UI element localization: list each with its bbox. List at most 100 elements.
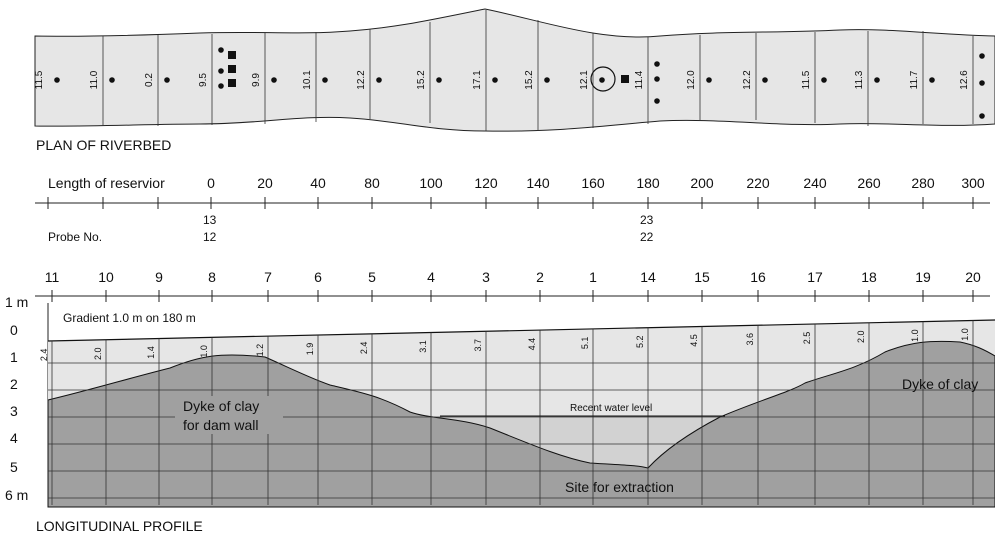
plan-depth-label: 11.4 <box>634 70 645 89</box>
probe-dot <box>654 76 660 82</box>
profile-depth-value: 2.4 <box>359 342 369 355</box>
probe-square-marker <box>228 79 236 87</box>
probe-dot <box>706 77 712 83</box>
plan-depth-label: 12.2 <box>356 70 367 90</box>
profile-depth-value: 1.0 <box>199 345 209 358</box>
length-tick-label: 200 <box>690 175 714 191</box>
station-number: 5 <box>368 269 376 285</box>
probe-dot <box>979 53 985 59</box>
length-axis-label: Length of reservior <box>48 175 165 191</box>
probe-dot <box>654 61 660 67</box>
length-tick-label: 180 <box>636 175 660 191</box>
depth-axis-label: 3 <box>10 403 18 419</box>
station-number: 16 <box>750 269 766 285</box>
station-number: 11 <box>45 269 60 285</box>
station-number: 14 <box>640 269 656 285</box>
probe-dot <box>218 47 224 53</box>
depth-axis-label: 1 <box>10 349 18 365</box>
dyke-right-label: Dyke of clay <box>902 376 978 392</box>
plan-depth-label: 10.1 <box>302 70 313 90</box>
probe-dot <box>654 98 660 104</box>
length-tick-label: 100 <box>419 175 443 191</box>
probe-dot <box>218 68 224 74</box>
profile-depth-value: 2.4 <box>39 349 49 362</box>
probe-dot <box>492 77 498 83</box>
profile-depth-value: 3.6 <box>745 333 755 346</box>
probe-dot <box>54 77 60 83</box>
probe-dot <box>979 113 985 119</box>
profile-depth-value: 1.4 <box>146 346 156 359</box>
plan-depth-label: 9.9 <box>251 73 262 87</box>
probe-dot <box>821 77 827 83</box>
profile-depth-value: 5.2 <box>635 335 645 348</box>
profile-depth-value: 1.2 <box>255 344 265 357</box>
length-tick-label: 0 <box>207 175 215 191</box>
probe-dot <box>109 77 115 83</box>
riverbed-outline <box>35 9 995 131</box>
probe-dot <box>874 77 880 83</box>
probe-dot <box>436 77 442 83</box>
plan-depth-label: 11.0 <box>89 70 100 89</box>
length-tick-label: 40 <box>310 175 326 191</box>
plan-depth-label: 12.1 <box>579 70 590 90</box>
probe-dot <box>164 77 170 83</box>
plan-depth-label: 12.0 <box>686 70 697 90</box>
probe-dot <box>762 77 768 83</box>
longitudinal-profile: 1 m 0 1 2 3 4 5 6 m Gradient 1.0 m on 18… <box>5 294 995 534</box>
length-tick-label: 160 <box>581 175 605 191</box>
probe-numbers: Probe No. 13 12 23 22 <box>48 213 654 244</box>
plan-depth-label: 0.2 <box>144 73 155 87</box>
profile-depth-value: 1.0 <box>910 329 920 342</box>
profile-depth-value: 4.5 <box>689 334 699 347</box>
station-number: 15 <box>694 269 710 285</box>
station-number: 1 <box>589 269 597 285</box>
probe-dot <box>218 83 224 89</box>
profile-depth-value: 2.5 <box>802 332 812 345</box>
length-tick-label: 240 <box>803 175 827 191</box>
plan-view: 11.5 11.0 0.2 9.5 9.9 10.1 12.2 15.2 17.1 15.2 12.… <box>34 9 995 153</box>
recent-water-level-label: Recent water level <box>570 403 652 414</box>
plan-depth-label: 11.5 <box>801 70 812 89</box>
station-number: 3 <box>482 269 490 285</box>
station-number: 6 <box>314 269 322 285</box>
profile-depth-value: 5.1 <box>580 337 590 350</box>
station-axis: 11 10 9 8 7 6 5 4 3 2 1 14 15 16 17 18 19 20 <box>35 269 990 302</box>
length-tick-label: 280 <box>911 175 935 191</box>
probe-dot <box>322 77 328 83</box>
profile-depth-value: 1.9 <box>305 343 315 356</box>
probe-label: Probe No. <box>48 230 102 244</box>
length-tick-label: 300 <box>961 175 985 191</box>
profile-depth-value: 2.0 <box>856 331 866 344</box>
profile-depth-value: 3.1 <box>418 340 428 353</box>
probe-dot <box>599 77 605 83</box>
depth-axis-label: 6 m <box>5 487 28 503</box>
plan-caption: PLAN OF RIVERBED <box>36 137 171 153</box>
station-number: 8 <box>208 269 216 285</box>
depth-axis-label: 1 m <box>5 294 28 310</box>
extraction-label: Site for extraction <box>565 479 674 495</box>
length-tick-label: 80 <box>364 175 380 191</box>
plan-depth-label: 9.5 <box>198 73 209 87</box>
depth-axis-label: 5 <box>10 459 18 475</box>
dyke-left-label: Dyke of clay <box>183 398 259 414</box>
probe-dot <box>929 77 935 83</box>
depth-axis-label: 2 <box>10 376 18 392</box>
profile-caption: LONGITUDINAL PROFILE <box>36 518 203 534</box>
dyke-left-label-line2: for dam wall <box>183 417 258 433</box>
plan-depth-label: 17.1 <box>472 70 483 90</box>
profile-depth-value: 3.7 <box>473 339 483 352</box>
probe-number: 13 <box>203 213 217 227</box>
station-number: 18 <box>861 269 877 285</box>
plan-depth-label: 11.7 <box>909 70 920 89</box>
plan-depth-label: 11.5 <box>34 70 45 89</box>
plan-depth-label: 15.2 <box>524 70 535 90</box>
probe-dot <box>376 77 382 83</box>
station-number: 20 <box>965 269 981 285</box>
probe-square-marker <box>228 51 236 59</box>
station-number: 7 <box>264 269 272 285</box>
probe-square-marker <box>621 75 629 83</box>
probe-dot <box>544 77 550 83</box>
probe-number: 22 <box>640 230 654 244</box>
length-tick-label: 220 <box>746 175 770 191</box>
length-axis: Length of reservior 0 20 40 80 100 120 140 160 1… <box>35 175 990 209</box>
